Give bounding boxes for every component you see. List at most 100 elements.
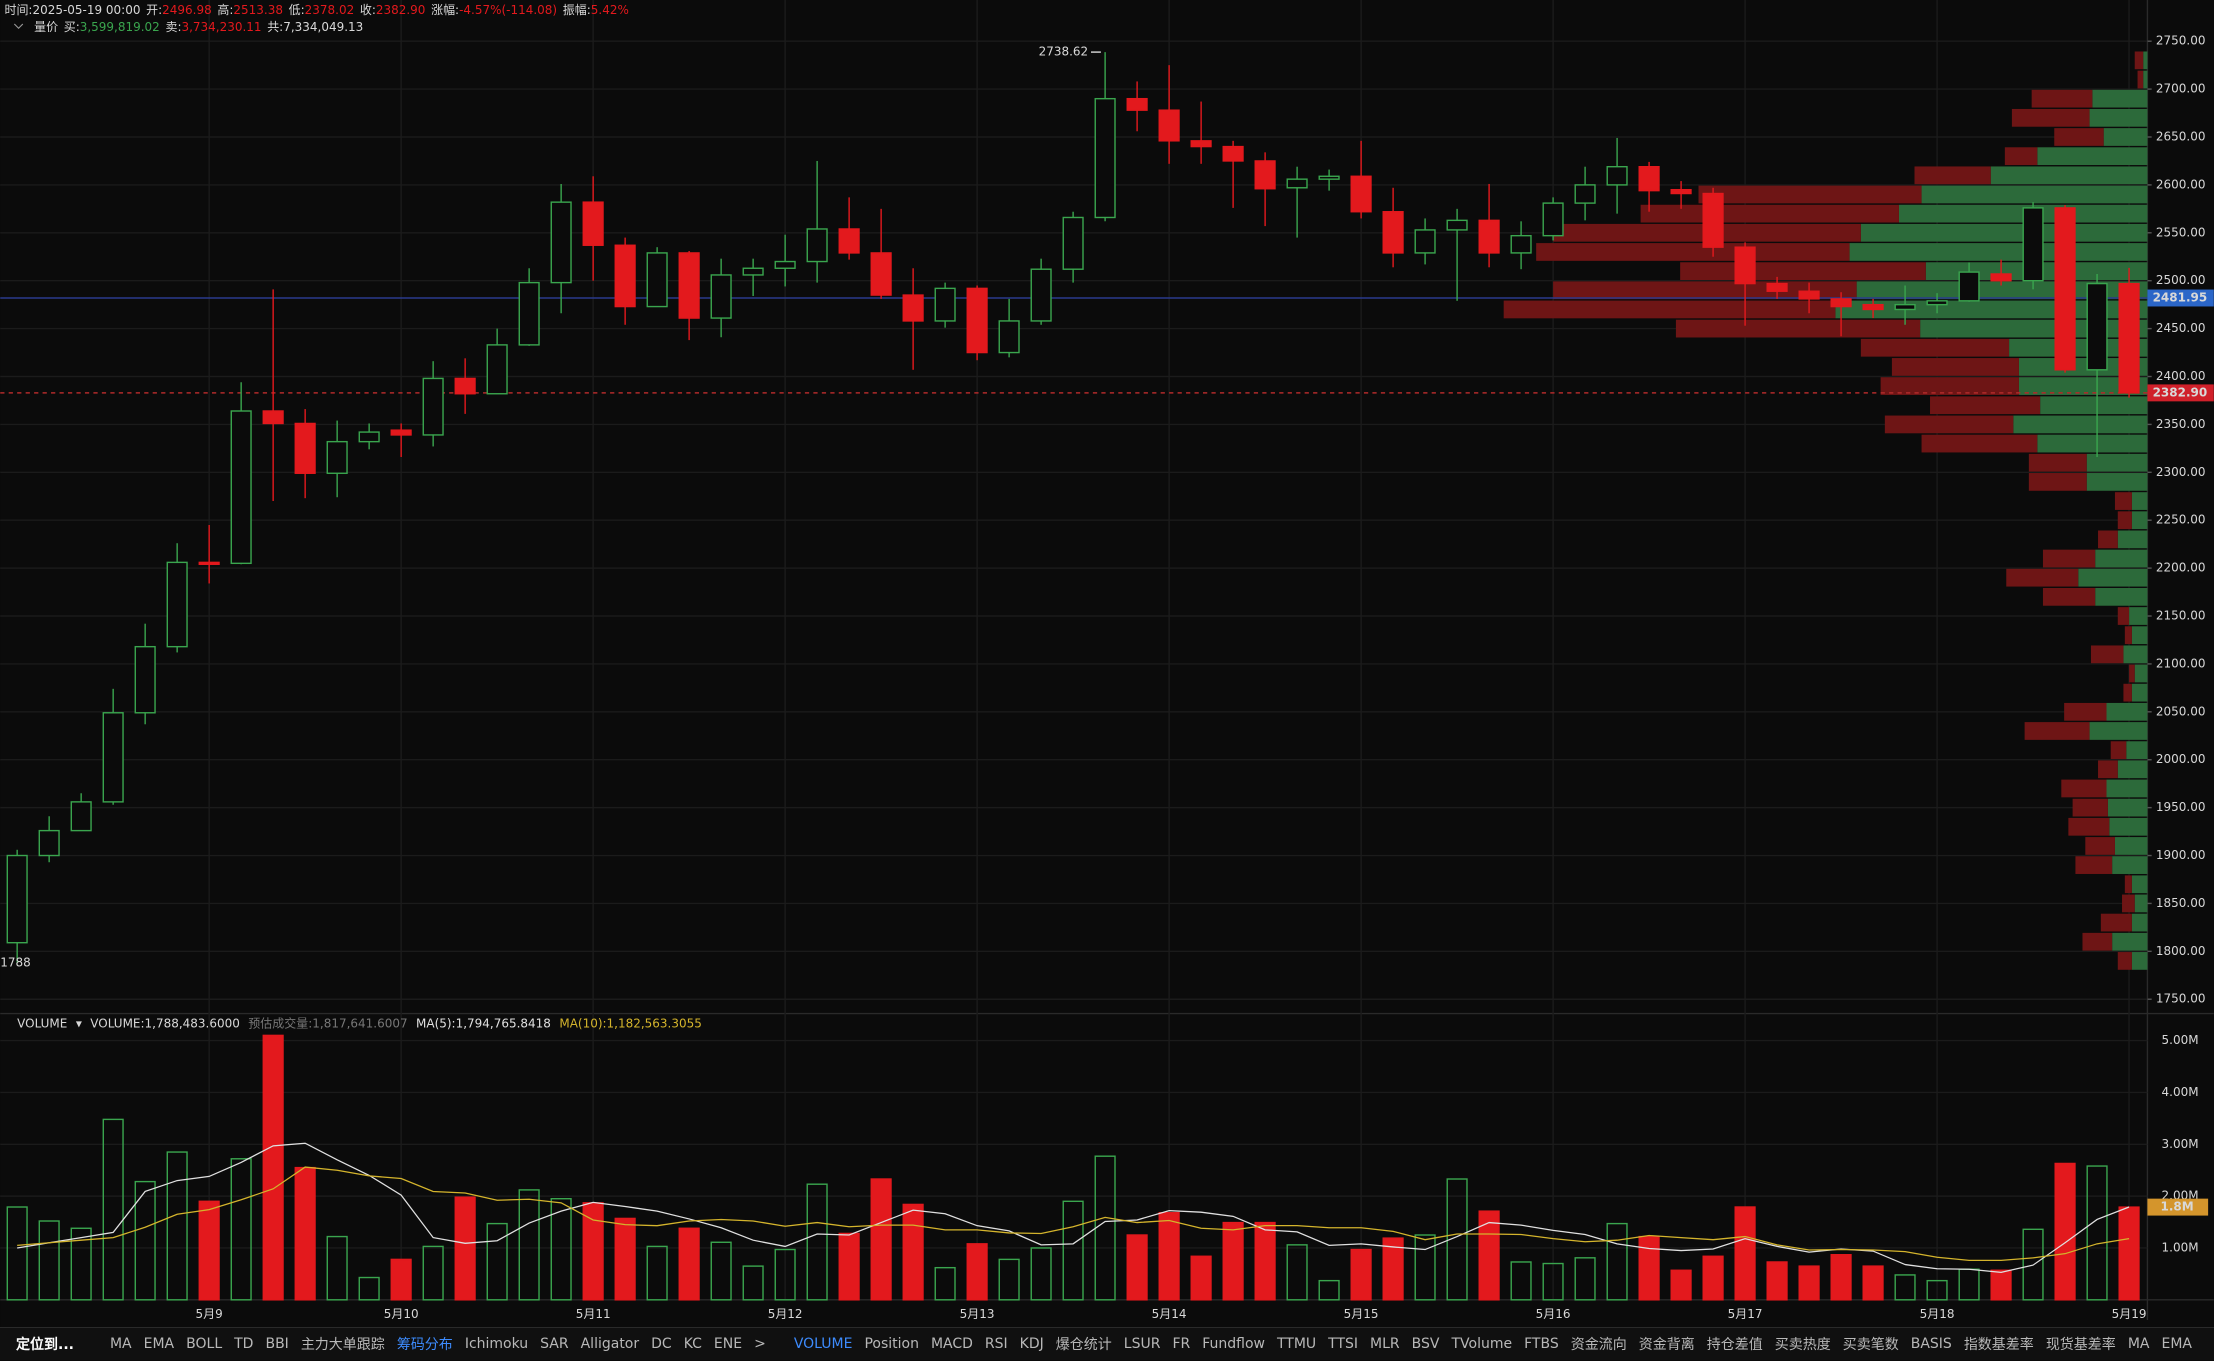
- main-indicator[interactable]: ENE: [713, 1336, 743, 1352]
- main-indicator[interactable]: SAR: [540, 1336, 569, 1352]
- main-indicator[interactable]: BBI: [265, 1336, 289, 1352]
- profile-buy: [2106, 779, 2148, 798]
- sub-indicator[interactable]: KDJ: [1019, 1336, 1044, 1352]
- header-label: 高:: [217, 1, 233, 16]
- candle-body: [1478, 219, 1500, 254]
- profile-buy: [2009, 338, 2148, 357]
- candle-body: [358, 431, 380, 443]
- sub-indicator[interactable]: MACD: [930, 1336, 973, 1352]
- y-tick-label: 2050.00: [2156, 704, 2206, 718]
- profile-buy: [2078, 568, 2148, 587]
- header-label: 量价: [34, 19, 58, 33]
- profile-sell: [1860, 338, 2010, 357]
- header-value: 2382.90: [376, 2, 426, 16]
- sub-indicator[interactable]: FTBS: [1524, 1336, 1559, 1352]
- main-indicator[interactable]: MA: [109, 1336, 132, 1352]
- main-indicator[interactable]: Ichimoku: [464, 1336, 529, 1352]
- price-tag: [2147, 384, 2214, 402]
- main-indicator[interactable]: EMA: [143, 1336, 175, 1352]
- profile-buy: [2114, 837, 2148, 855]
- candle-body: [1254, 160, 1276, 190]
- sub-indicator[interactable]: 买卖热度: [1774, 1337, 1831, 1353]
- header-value: 2513.38: [233, 2, 283, 16]
- volume-bar: [1574, 1257, 1596, 1301]
- main-indicator[interactable]: 主力大单跟踪: [300, 1337, 385, 1353]
- profile-buy: [2086, 453, 2148, 472]
- locate-button[interactable]: 定位到...: [16, 1337, 74, 1353]
- y-tick-label: 2650.00: [2156, 129, 2206, 143]
- sub-indicator[interactable]: LSUR: [1123, 1336, 1161, 1352]
- main-indicator[interactable]: >: [754, 1336, 766, 1352]
- volume-bar: [1446, 1178, 1468, 1301]
- main-indicator[interactable]: Alligator: [580, 1336, 640, 1352]
- candle-body: [582, 201, 604, 246]
- volume-bar: [998, 1258, 1020, 1301]
- sub-indicator[interactable]: RSI: [984, 1336, 1008, 1352]
- profile-buy: [2143, 70, 2148, 89]
- toolbar: 定位到... MA EMA BOLL TD BBI 主力大单跟踪 筹码分布 Ichimoku SA…: [0, 1327, 2214, 1360]
- sub-indicator[interactable]: EMA: [2161, 1336, 2192, 1352]
- volume-bar: [390, 1258, 412, 1301]
- volume-bar: [134, 1180, 156, 1301]
- sub-indicator[interactable]: 指数基差率: [1963, 1337, 2034, 1353]
- volume-bar: [678, 1227, 700, 1301]
- sub-indicator[interactable]: 资金流向: [1570, 1337, 1627, 1353]
- sub-indicator[interactable]: TTSI: [1328, 1336, 1359, 1352]
- sub-indicator[interactable]: 买卖笔数: [1842, 1337, 1899, 1353]
- main-indicator[interactable]: KC: [683, 1336, 702, 1352]
- sub-indicator[interactable]: FR: [1172, 1336, 1191, 1352]
- profile-buy: [2134, 664, 2148, 683]
- volume-bar: [774, 1248, 796, 1301]
- sub-indicator[interactable]: 爆仓统计: [1055, 1337, 1112, 1353]
- sub-indicator[interactable]: 现货基差率: [2045, 1337, 2116, 1353]
- header-label: 买:: [64, 19, 80, 33]
- main-indicator[interactable]: BOLL: [186, 1336, 223, 1352]
- candle-body: [614, 244, 636, 308]
- y-tick-label: 2500.00: [2156, 273, 2206, 287]
- profile-buy: [2018, 377, 2148, 395]
- sub-indicator[interactable]: 持仓差值: [1706, 1337, 1763, 1353]
- candle-body: [806, 228, 828, 263]
- sub-indicator[interactable]: TVolume: [1451, 1336, 1513, 1352]
- volume-bar: [1670, 1269, 1692, 1301]
- candle-body: [1510, 234, 1532, 254]
- sub-indicator[interactable]: Fundflow: [1202, 1336, 1265, 1352]
- y-tick-label: 2600.00: [2156, 177, 2206, 191]
- profile-sell: [2024, 722, 2090, 740]
- header-label: 振幅:: [563, 1, 591, 16]
- candle-body: [1222, 145, 1244, 162]
- profile-sell: [2028, 473, 2087, 491]
- sub-indicator[interactable]: MLR: [1370, 1336, 1400, 1352]
- header-label: 低:: [289, 2, 305, 16]
- candle-body: [2054, 207, 2076, 371]
- volume-bar: [1350, 1248, 1372, 1301]
- profile-buy: [2117, 760, 2148, 779]
- volume-tag: [2147, 1198, 2209, 1216]
- volume-title: VOLUME: [17, 1016, 67, 1030]
- profile-buy: [2131, 492, 2148, 510]
- candle-body: [390, 429, 412, 436]
- candle-body: [2118, 282, 2140, 394]
- sub-indicator[interactable]: 资金背离: [1638, 1337, 1695, 1353]
- main-indicator[interactable]: TD: [234, 1336, 254, 1352]
- sub-indicator[interactable]: VOLUME: [793, 1336, 853, 1352]
- profile-sell: [2011, 108, 2090, 127]
- candle-body: [1190, 140, 1212, 148]
- volume-bar: [166, 1151, 188, 1301]
- profile-buy: [2109, 817, 2148, 836]
- main-indicator[interactable]: DC: [651, 1336, 672, 1352]
- volume-bar: [1030, 1247, 1052, 1301]
- sub-indicator[interactable]: BSV: [1411, 1336, 1440, 1352]
- profile-buy: [2143, 51, 2148, 70]
- sub-indicator[interactable]: TTMU: [1276, 1336, 1317, 1352]
- volume-bar: [358, 1276, 380, 1301]
- sub-indicator[interactable]: MA: [2127, 1336, 2150, 1352]
- main-indicator[interactable]: 筹码分布: [396, 1337, 453, 1353]
- volume-bar: [1542, 1262, 1564, 1301]
- profile-buy: [2131, 913, 2148, 932]
- profile-sell: [1698, 185, 1922, 204]
- volume-header-item: VOLUME:1,788,483.6000: [90, 1016, 240, 1030]
- sub-indicator[interactable]: BASIS: [1910, 1336, 1952, 1352]
- low-marker-label: 1788: [0, 955, 30, 969]
- sub-indicator[interactable]: Position: [864, 1336, 919, 1352]
